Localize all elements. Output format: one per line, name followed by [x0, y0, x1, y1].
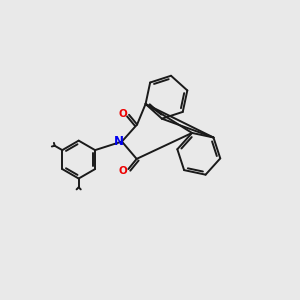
- Text: O: O: [119, 109, 128, 118]
- Text: O: O: [118, 167, 127, 176]
- Text: N: N: [113, 135, 123, 148]
